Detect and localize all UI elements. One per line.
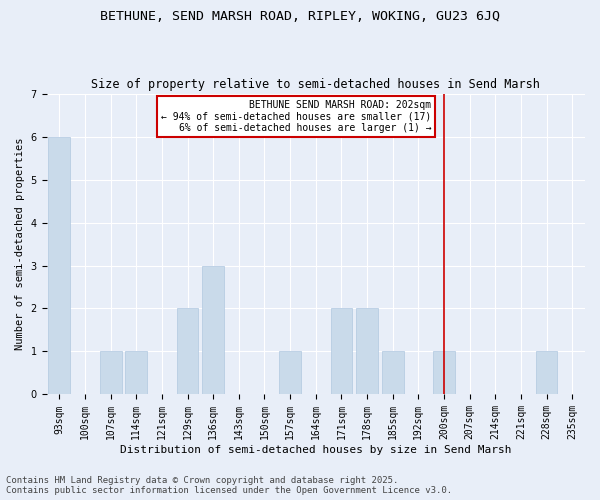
Bar bbox=[202, 266, 224, 394]
Bar bbox=[279, 352, 301, 395]
Bar bbox=[176, 308, 199, 394]
Bar bbox=[49, 136, 70, 394]
Bar bbox=[125, 352, 147, 395]
Title: Size of property relative to semi-detached houses in Send Marsh: Size of property relative to semi-detach… bbox=[91, 78, 540, 91]
Bar bbox=[331, 308, 352, 394]
Bar bbox=[356, 308, 378, 394]
Text: BETHUNE SEND MARSH ROAD: 202sqm
← 94% of semi-detached houses are smaller (17)
6: BETHUNE SEND MARSH ROAD: 202sqm ← 94% of… bbox=[161, 100, 431, 133]
Text: Contains HM Land Registry data © Crown copyright and database right 2025.
Contai: Contains HM Land Registry data © Crown c… bbox=[6, 476, 452, 495]
Text: BETHUNE, SEND MARSH ROAD, RIPLEY, WOKING, GU23 6JQ: BETHUNE, SEND MARSH ROAD, RIPLEY, WOKING… bbox=[100, 10, 500, 23]
X-axis label: Distribution of semi-detached houses by size in Send Marsh: Distribution of semi-detached houses by … bbox=[120, 445, 512, 455]
Bar bbox=[100, 352, 122, 395]
Bar bbox=[433, 352, 455, 395]
Y-axis label: Number of semi-detached properties: Number of semi-detached properties bbox=[15, 138, 25, 350]
Bar bbox=[382, 352, 404, 395]
Bar bbox=[536, 352, 557, 395]
